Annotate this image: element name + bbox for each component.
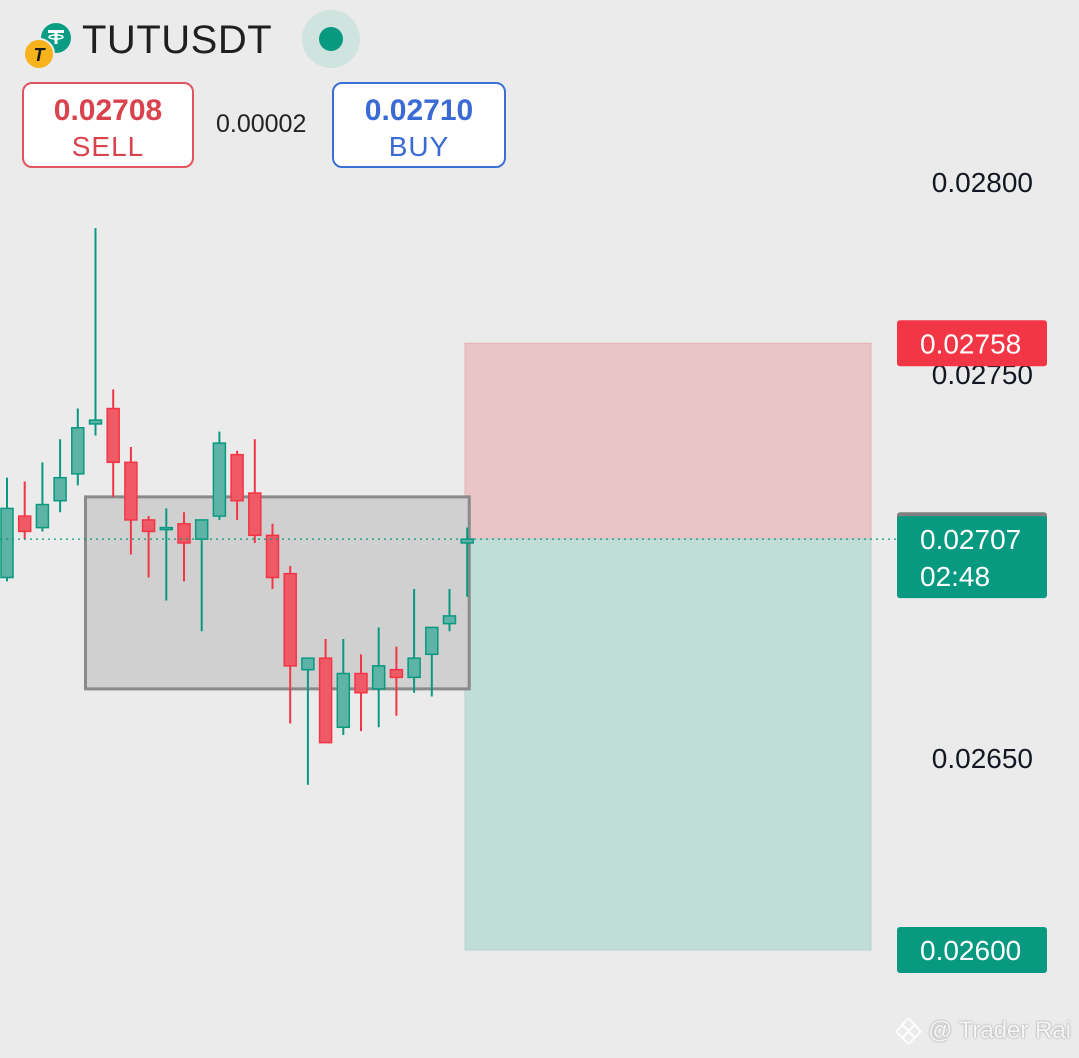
candle — [88, 228, 103, 436]
candle-body — [159, 526, 174, 531]
last-price-label-background — [897, 516, 1047, 599]
sell-price: 0.02708 — [53, 94, 163, 127]
candle-body — [230, 453, 244, 502]
candle — [53, 439, 67, 513]
candle — [159, 508, 174, 601]
candle — [35, 462, 50, 532]
candle-body — [460, 538, 474, 544]
candle — [124, 446, 138, 555]
candle — [371, 627, 386, 728]
buy-label: BUY — [388, 131, 450, 162]
stop-loss-price-label-text: 0.02758 — [920, 328, 1021, 359]
candle-body — [442, 615, 457, 625]
price-axis-tick: 0.02800 — [932, 167, 1033, 198]
last-price-label-countdown: 02:48 — [920, 561, 990, 592]
candle — [17, 481, 32, 540]
stop-loss-price-label-background — [897, 320, 1047, 367]
buy-button[interactable]: 0.02710 BUY — [332, 82, 506, 168]
candle — [106, 389, 120, 497]
take-profit-price-label-text: 0.02600 — [920, 935, 1021, 966]
buy-price: 0.02710 — [364, 94, 474, 127]
svg-text:T: T — [34, 45, 47, 65]
candle — [212, 431, 227, 520]
candle — [71, 408, 85, 486]
candle — [336, 638, 351, 735]
candle-body — [17, 515, 32, 533]
candle — [301, 657, 315, 785]
spread-value: 0.00002 — [216, 110, 307, 138]
candle — [460, 527, 474, 597]
candle-body — [71, 427, 85, 475]
binance-diamond-icon — [896, 1018, 922, 1044]
candle — [318, 638, 333, 744]
last-price-label-text: 0.02707 — [920, 524, 1021, 555]
stop-loss-zone — [464, 342, 872, 540]
candle-body — [194, 519, 209, 540]
candle-body — [141, 519, 156, 533]
candle — [230, 450, 244, 520]
candle — [354, 654, 368, 732]
market-open-dot — [319, 27, 343, 51]
tutu-coin-icon: T — [23, 38, 55, 68]
candle — [265, 523, 280, 590]
watermark-text: @ Trader Rai — [928, 1017, 1072, 1044]
candles-layer — [0, 228, 474, 785]
candle-body — [124, 461, 138, 521]
sell-label: SELL — [71, 131, 145, 162]
candle-body — [336, 672, 351, 729]
candle — [177, 512, 191, 582]
market-status-indicator — [302, 10, 360, 68]
candle — [141, 516, 156, 578]
candle — [407, 589, 421, 693]
pair-icons: T — [23, 23, 71, 68]
take-profit-zone — [464, 538, 872, 951]
candle — [0, 477, 14, 582]
candle-body — [88, 419, 103, 425]
candle-body — [265, 534, 280, 579]
candle-body — [212, 442, 227, 517]
candle-body — [35, 503, 50, 529]
candle-body — [407, 657, 421, 679]
candle-body — [248, 492, 262, 537]
take-profit-price-label: 0.02600 — [897, 927, 1047, 973]
candle-body — [389, 668, 404, 679]
candle — [425, 626, 439, 697]
candle-body — [425, 626, 439, 656]
candle-body — [318, 657, 333, 744]
candle-body — [0, 507, 14, 579]
candle-body — [301, 657, 315, 671]
candle-body — [106, 407, 120, 464]
candle — [442, 589, 457, 632]
symbol-header[interactable]: T TUTUSDT — [22, 8, 402, 68]
candle — [248, 439, 262, 543]
sell-button[interactable]: 0.02708 SELL — [22, 82, 194, 168]
candle-body — [354, 672, 368, 694]
candle-body — [53, 476, 67, 502]
stop-loss-price-label: 0.02758 — [897, 320, 1047, 367]
candle — [194, 519, 209, 632]
last-price-label: 0.02707 02:48 — [897, 516, 1047, 599]
symbol-name: TUTUSDT — [82, 18, 273, 62]
candle-body — [177, 523, 191, 544]
take-profit-price-label-background — [897, 927, 1047, 973]
candle-body — [371, 665, 386, 690]
candle — [283, 566, 297, 724]
candle — [389, 646, 404, 716]
position-zones — [464, 342, 872, 951]
price-axis-tick: 0.02650 — [932, 743, 1033, 774]
candle-body — [283, 572, 297, 667]
